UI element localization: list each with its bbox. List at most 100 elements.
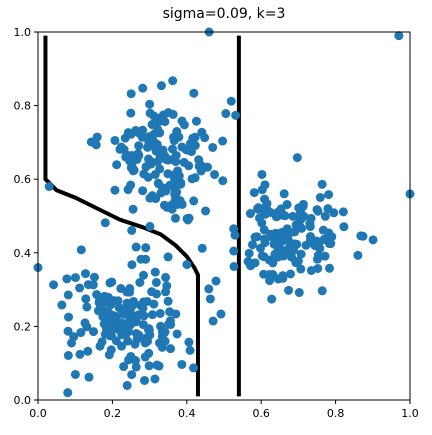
data-point [267,295,276,304]
data-point [321,212,330,221]
data-point [284,248,293,257]
data-point [127,370,136,379]
data-point [307,214,316,223]
data-point [93,133,102,142]
data-point [82,302,91,311]
data-point [129,312,138,321]
data-point [140,376,149,385]
data-point [158,343,167,352]
data-point [124,355,133,364]
data-point [227,97,236,106]
data-point [139,271,148,280]
data-point [150,374,159,383]
data-point [369,235,378,244]
x-tick-label: 1.0 [401,407,419,420]
data-point [63,388,72,397]
data-point [160,152,169,161]
data-point [177,360,186,369]
data-point [253,204,262,213]
data-point [260,225,269,234]
data-point [176,196,185,205]
data-point [206,294,215,303]
data-point [161,273,170,282]
data-point [84,280,93,289]
data-point [260,235,269,244]
data-point [394,31,403,40]
data-point [112,336,121,345]
data-point [324,190,333,199]
data-point [64,351,73,360]
data-point [151,268,160,277]
data-point [356,231,365,240]
data-point [307,266,316,275]
data-point [128,161,137,170]
data-point [138,186,147,195]
data-point [276,233,285,242]
data-point [157,81,166,90]
data-point [124,185,133,194]
data-point [125,284,134,293]
data-point [189,89,198,98]
data-point [67,338,76,347]
data-point [288,212,297,221]
data-point [144,324,153,333]
data-point [248,240,257,249]
data-point [293,153,302,162]
data-point [146,109,155,118]
data-point [64,290,73,299]
data-point [184,161,193,170]
data-point [339,222,348,231]
data-point [186,346,195,355]
y-tick-label: 0.8 [14,100,32,113]
data-point [71,370,80,379]
data-point [297,250,306,259]
data-point [296,265,305,274]
data-point [182,260,191,269]
data-point [110,136,119,145]
data-point [115,145,124,154]
data-point [84,373,93,382]
data-point [138,304,147,313]
x-axis: 0.0 0.2 0.4 0.6 0.8 1.0 [29,400,419,420]
data-point [154,114,163,123]
data-point [208,143,217,152]
data-point [118,305,127,314]
data-point [127,130,136,139]
data-point [258,185,267,194]
data-point [71,273,80,282]
data-point [57,301,66,310]
data-point [147,287,156,296]
data-point [261,209,270,218]
data-point [192,117,201,126]
data-point [110,186,119,195]
data-point [180,120,189,129]
x-tick-label: 0.0 [29,407,47,420]
data-point [171,169,180,178]
data-point [82,322,91,331]
data-point [152,361,161,370]
data-point [162,203,171,212]
data-point [318,286,327,295]
data-point [353,251,362,260]
data-point [148,310,157,319]
data-point [122,329,131,338]
data-point [280,189,289,198]
data-point [216,310,225,319]
data-point [126,109,135,118]
x-tick-label: 0.8 [327,407,345,420]
data-point [210,170,219,179]
data-point [316,193,325,202]
data-point [184,338,193,347]
data-point [90,273,99,282]
data-point [339,207,348,216]
plot-area [38,32,410,400]
data-point [257,170,266,179]
data-point [138,126,147,135]
data-point [62,274,71,283]
data-point [323,204,332,213]
y-axis: 0.0 0.2 0.4 0.6 0.8 1.0 [14,26,39,407]
data-point [218,137,227,146]
data-point [164,252,173,261]
data-point [98,299,107,308]
